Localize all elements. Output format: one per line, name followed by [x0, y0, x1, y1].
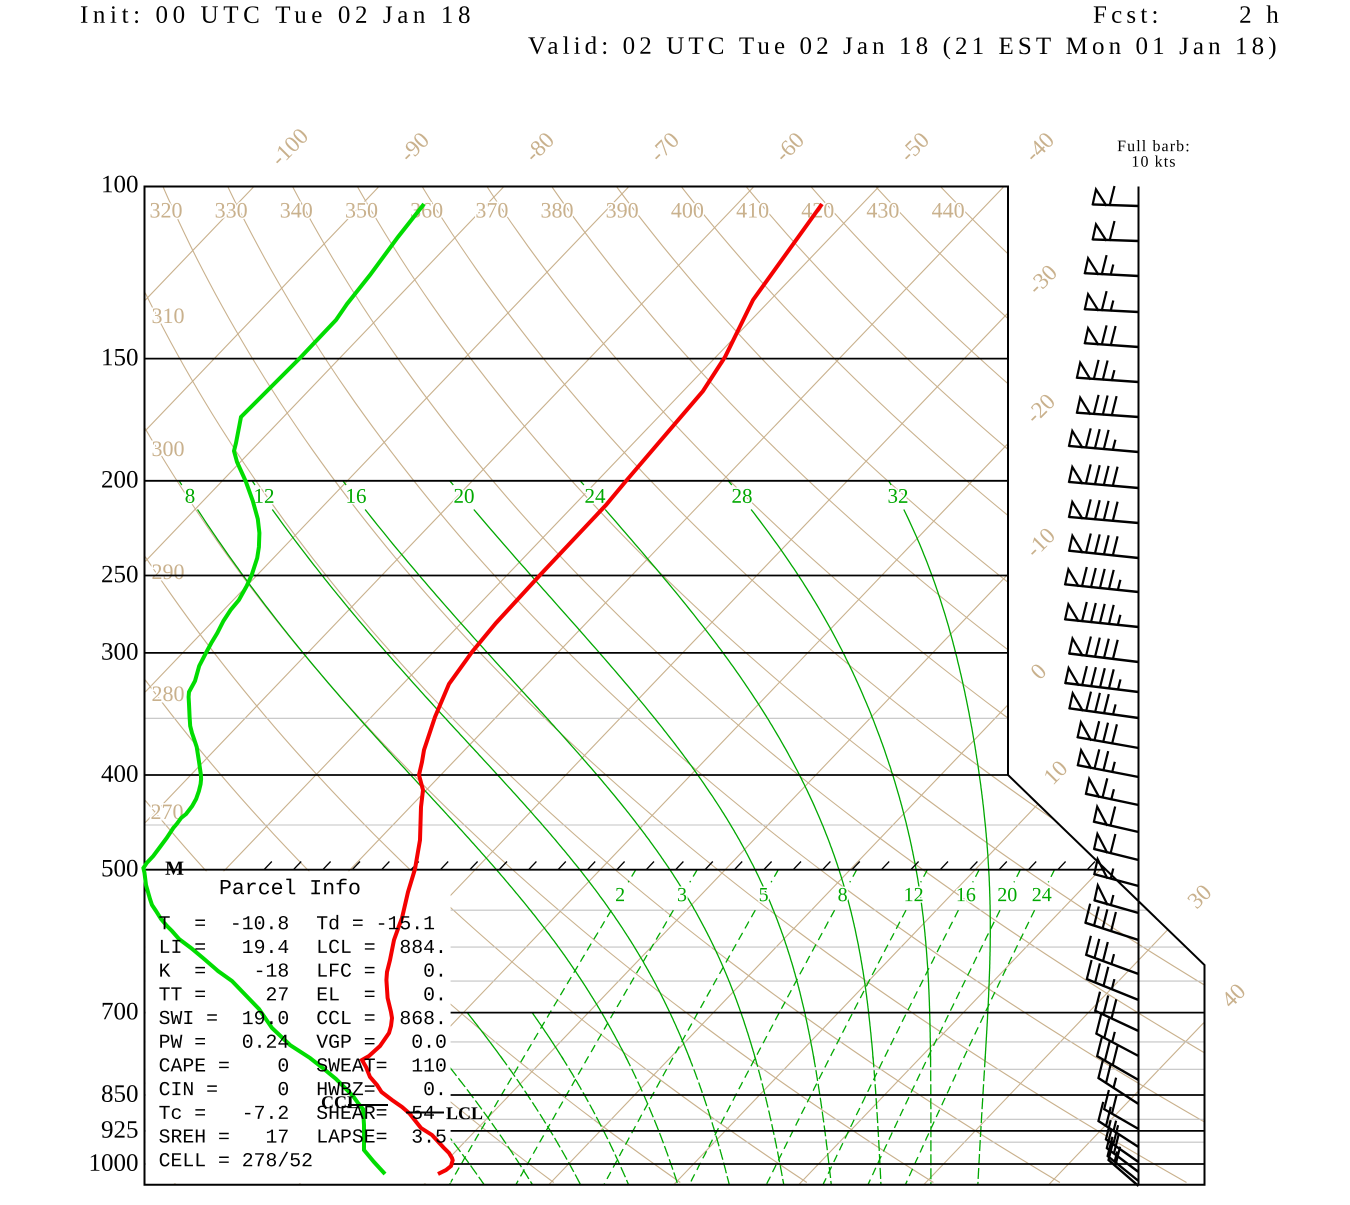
svg-text:390: 390	[606, 198, 639, 223]
svg-text:Td = -15.1: Td = -15.1	[316, 913, 435, 935]
svg-text:430: 430	[866, 198, 899, 223]
svg-text:LFC = 0.: LFC = 0.	[316, 961, 447, 983]
svg-text:SWI = 19.0: SWI = 19.0	[159, 1008, 290, 1030]
svg-text:700: 700	[101, 998, 139, 1025]
svg-text:T = -10.8: T = -10.8	[159, 913, 290, 935]
svg-text:250: 250	[101, 561, 139, 588]
svg-text:HWBZ= 0.: HWBZ= 0.	[316, 1079, 447, 1101]
svg-text:2 h: 2 h	[1239, 2, 1283, 29]
svg-text:CIN = 0: CIN = 0	[159, 1079, 290, 1101]
svg-text:2: 2	[615, 884, 625, 906]
svg-text:410: 410	[736, 198, 769, 223]
svg-text:440: 440	[932, 198, 965, 223]
svg-text:200: 200	[101, 467, 139, 494]
svg-text:TT = 27: TT = 27	[159, 984, 290, 1006]
svg-text:SREH = 17: SREH = 17	[159, 1127, 290, 1149]
svg-text:VGP = 0.0: VGP = 0.0	[316, 1032, 447, 1054]
svg-text:300: 300	[151, 436, 184, 461]
svg-text:8: 8	[185, 484, 196, 508]
svg-text:LCL: LCL	[446, 1103, 483, 1123]
svg-text:16: 16	[956, 884, 976, 906]
svg-text:380: 380	[540, 198, 573, 223]
svg-text:SWEAT= 110: SWEAT= 110	[316, 1055, 447, 1077]
svg-text:Tc = -7.2: Tc = -7.2	[159, 1103, 290, 1125]
svg-text:1000: 1000	[88, 1150, 138, 1177]
svg-text:320: 320	[149, 198, 182, 223]
svg-text:CELL = 278/52: CELL = 278/52	[159, 1150, 313, 1172]
svg-text:CAPE = 0: CAPE = 0	[159, 1055, 290, 1077]
svg-text:340: 340	[280, 198, 313, 223]
svg-text:CCL: CCL	[321, 1092, 359, 1112]
svg-text:500: 500	[101, 855, 139, 882]
svg-text:M: M	[165, 858, 184, 880]
svg-text:290: 290	[151, 559, 184, 584]
svg-text:EL = 0.: EL = 0.	[316, 984, 447, 1006]
svg-text:32: 32	[887, 484, 908, 508]
svg-text:370: 370	[475, 198, 508, 223]
svg-text:12: 12	[904, 884, 924, 906]
svg-text:350: 350	[345, 198, 378, 223]
svg-text:850: 850	[101, 1081, 139, 1108]
svg-text:330: 330	[215, 198, 248, 223]
svg-text:400: 400	[671, 198, 704, 223]
svg-text:12: 12	[253, 484, 274, 508]
svg-text:16: 16	[345, 484, 366, 508]
svg-text:LAPSE= 3.5: LAPSE= 3.5	[316, 1127, 447, 1149]
svg-text:CCL = 868.: CCL = 868.	[316, 1008, 447, 1030]
svg-text:925: 925	[101, 1117, 139, 1144]
svg-text:Full barb:: Full barb:	[1117, 138, 1191, 155]
svg-text:400: 400	[101, 761, 139, 788]
svg-text:Fcst:: Fcst:	[1093, 2, 1163, 29]
svg-text:24: 24	[584, 484, 606, 508]
svg-text:Parcel Info: Parcel Info	[219, 877, 361, 901]
svg-text:Init: 00 UTC Tue 02 Jan 18: Init: 00 UTC Tue 02 Jan 18	[80, 2, 475, 29]
svg-text:Valid: 02 UTC Tue 02 Jan 18 (2: Valid: 02 UTC Tue 02 Jan 18 (21 EST Mon …	[528, 33, 1281, 60]
svg-text:PW = 0.24: PW = 0.24	[159, 1032, 290, 1054]
svg-text:K = -18: K = -18	[159, 961, 290, 983]
svg-text:24: 24	[1032, 884, 1052, 906]
svg-text:5: 5	[759, 884, 769, 906]
svg-text:300: 300	[101, 639, 139, 666]
svg-text:LCL = 884.: LCL = 884.	[316, 937, 447, 959]
svg-text:20: 20	[997, 884, 1017, 906]
svg-text:28: 28	[731, 484, 752, 508]
svg-text:150: 150	[101, 344, 139, 371]
svg-text:100: 100	[101, 171, 139, 198]
svg-text:10 kts: 10 kts	[1131, 154, 1176, 171]
svg-text:280: 280	[151, 681, 184, 706]
svg-text:SHEAR= 54: SHEAR= 54	[316, 1103, 435, 1125]
svg-text:LI = 19.4: LI = 19.4	[159, 937, 290, 959]
svg-text:3: 3	[677, 884, 687, 906]
svg-text:310: 310	[151, 303, 184, 328]
svg-text:360: 360	[410, 198, 443, 223]
svg-text:8: 8	[838, 884, 848, 906]
svg-text:20: 20	[453, 484, 474, 508]
